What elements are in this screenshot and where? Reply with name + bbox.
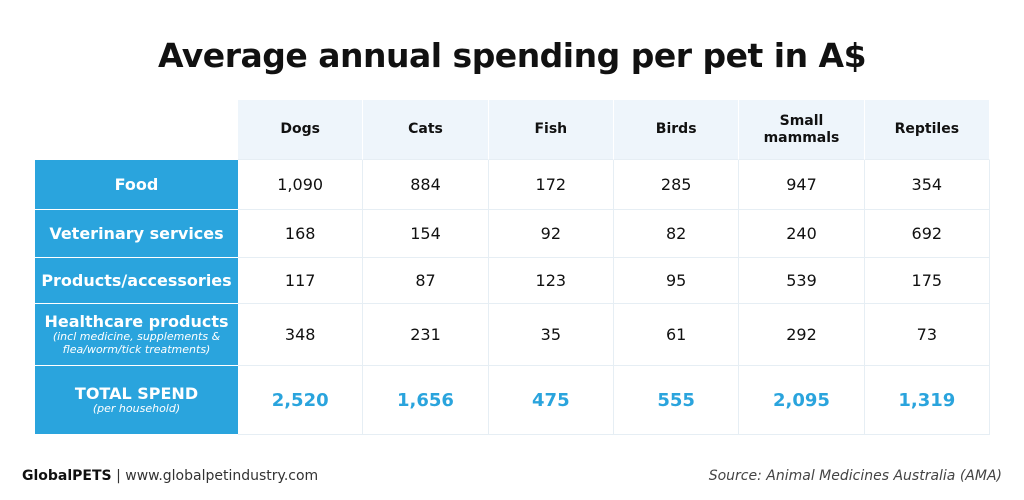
column-label: Reptiles — [894, 121, 960, 138]
value-cell: 348 — [238, 304, 364, 366]
value-cell: 154 — [363, 210, 489, 258]
column-header: Fish — [488, 100, 614, 160]
value-cell: 168 — [238, 210, 364, 258]
value-cell: 292 — [739, 304, 865, 366]
row-label: TOTAL SPEND — [74, 384, 199, 404]
total-cell: 1,319 — [864, 366, 990, 435]
value-cell: 354 — [864, 160, 990, 210]
value-cell: 231 — [363, 304, 489, 366]
value-cell: 92 — [488, 210, 614, 258]
value-cell: 117 — [238, 258, 364, 304]
column-label: Small mammals — [763, 113, 840, 146]
brand: GlobalPETS — [22, 468, 112, 484]
value-cell: 61 — [614, 304, 740, 366]
table: Dogs Cats Fish Birds Small mammals Reptiles Fo… — [35, 100, 990, 435]
column-label: Birds — [655, 121, 697, 138]
title: Average annual spending per pet in A$ — [157, 36, 867, 75]
value-cell: 539 — [739, 258, 865, 304]
total-cell: 475 — [488, 366, 614, 435]
column-label: Cats — [408, 121, 443, 138]
column-label: Dogs — [280, 121, 320, 138]
corner-cell — [35, 100, 238, 160]
row-header: Products/accessories — [35, 258, 238, 304]
column-header: Reptiles — [864, 100, 990, 160]
row-header: Healthcare products (incl medicine, suppl… — [35, 304, 238, 366]
value-cell: 285 — [614, 160, 740, 210]
row-label: Healthcare products — [44, 312, 229, 332]
value-cell: 172 — [488, 160, 614, 210]
row-label: Veterinary services — [49, 224, 224, 243]
value-cell: 1,090 — [238, 160, 364, 210]
value-cell: 82 — [614, 210, 740, 258]
row-note: (incl medicine, supplements & flea/worm/… — [52, 330, 221, 356]
row-label: Food — [114, 175, 159, 194]
total-cell: 555 — [614, 366, 740, 435]
value-cell: 947 — [739, 160, 865, 210]
column-header: Cats — [363, 100, 489, 160]
column-header: Small mammals — [739, 100, 865, 160]
column-label: Fish — [534, 121, 568, 138]
value-cell: 240 — [739, 210, 865, 258]
row-label: Products/accessories — [41, 271, 232, 290]
column-header: Birds — [614, 100, 740, 160]
value-cell: 87 — [363, 258, 489, 304]
value-cell: 35 — [488, 304, 614, 366]
value-cell: 73 — [864, 304, 990, 366]
value-cell: 692 — [864, 210, 990, 258]
row-header: Veterinary services — [35, 210, 238, 258]
row-note: (per household) — [92, 402, 181, 416]
row-header: TOTAL SPEND (per household) — [35, 366, 238, 435]
total-cell: 2,520 — [238, 366, 364, 435]
site: | www.globalpetindustry.com — [116, 468, 319, 484]
total-cell: 2,095 — [739, 366, 865, 435]
row-header: Food — [35, 160, 238, 210]
value-cell: 123 — [488, 258, 614, 304]
value-cell: 175 — [864, 258, 990, 304]
total-cell: 1,656 — [363, 366, 489, 435]
column-header: Dogs — [238, 100, 364, 160]
source: Source: Animal Medicines Australia (AMA) — [708, 468, 1002, 484]
footer-credit: GlobalPETS | www.globalpetindustry.com — [22, 468, 318, 484]
value-cell: 884 — [363, 160, 489, 210]
value-cell: 95 — [614, 258, 740, 304]
